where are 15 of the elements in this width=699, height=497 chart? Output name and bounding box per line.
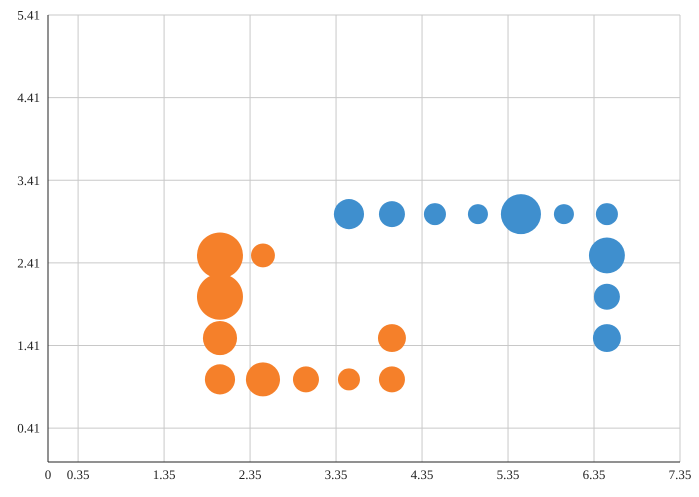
y-tick-label: 0.41 [17, 420, 40, 436]
x-tick-label: 2.35 [238, 467, 262, 482]
x-tick-label: 0 [44, 467, 52, 482]
y-tick-label: 3.41 [17, 172, 40, 188]
y-tick-label: 1.41 [17, 338, 40, 354]
x-tick-label: 5.35 [496, 467, 520, 482]
y-tick-label: 2.41 [17, 255, 40, 270]
x-tick-label: 1.35 [152, 467, 176, 482]
x-tick-label: 6.35 [582, 467, 606, 482]
y-tick-label: 4.41 [17, 90, 40, 106]
x-tick-label: 7.35 [668, 467, 692, 482]
x-tick-label: 3.35 [324, 467, 348, 482]
y-tick-label: 5.41 [17, 8, 40, 23]
x-tick-label: 4.35 [410, 467, 434, 482]
x-tick-label: 0.35 [66, 467, 90, 482]
